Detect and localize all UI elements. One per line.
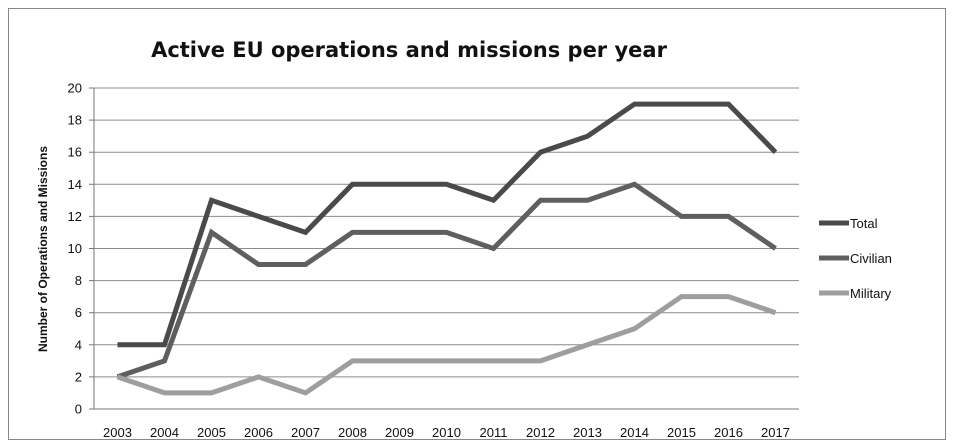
data-point-total-2013 [585,134,590,139]
data-point-civilian-2014 [632,182,637,187]
y-tick-label-6: 6 [75,305,82,320]
line-chart: Active EU operations and missions per ye… [36,38,892,440]
x-tick-label-2012: 2012 [526,425,555,440]
data-point-military-2004 [162,390,167,395]
data-point-civilian-2008 [350,230,355,235]
data-point-total-2011 [491,198,496,203]
x-tick-label-2005: 2005 [197,425,226,440]
y-tick-label-18: 18 [68,113,82,128]
data-point-military-2012 [538,358,543,363]
data-point-civilian-2004 [162,358,167,363]
x-tick-label-2017: 2017 [761,425,790,440]
y-axis-label: Number of Operations and Missions [36,146,50,352]
legend-label-civilian: Civilian [850,251,892,266]
y-tick-label-14: 14 [68,177,82,192]
data-point-military-2003 [115,374,120,379]
legend: Total Civilian Military [819,216,892,301]
data-point-military-2010 [444,358,449,363]
data-point-total-2004 [162,342,167,347]
x-tick-label-2010: 2010 [432,425,461,440]
x-tick-label-2011: 2011 [480,425,508,440]
data-point-military-2013 [585,342,590,347]
data-point-civilian-2016 [726,214,731,219]
data-point-civilian-2007 [303,262,308,267]
data-point-total-2010 [444,182,449,187]
x-tick-label-2008: 2008 [338,425,367,440]
y-tick-label-4: 4 [75,337,82,352]
chart-frame: Active EU operations and missions per ye… [8,8,946,440]
data-point-military-2006 [256,374,261,379]
data-point-civilian-2015 [679,214,684,219]
x-tick-label-2013: 2013 [573,425,602,440]
x-tick-label-2003: 2003 [103,425,132,440]
data-point-total-2009 [397,182,402,187]
series-line-total [117,101,778,348]
x-tick-label-2015: 2015 [667,425,696,440]
data-point-civilian-2009 [397,230,402,235]
y-tick-label-12: 12 [68,209,82,224]
y-tick-label-2: 2 [75,369,82,384]
data-point-military-2015 [679,294,684,299]
legend-label-total: Total [850,216,878,231]
legend-label-military: Military [850,286,892,301]
x-tick-label-2016: 2016 [714,425,743,440]
data-point-total-2017 [773,150,778,155]
series-lines [115,101,778,396]
y-tick-label-10: 10 [68,241,82,256]
gridlines [94,87,799,378]
data-point-total-2003 [115,342,120,347]
x-tick-label-2009: 2009 [385,425,414,440]
data-point-total-2005 [209,198,214,203]
data-point-military-2007 [303,390,308,395]
data-point-total-2015 [679,102,684,107]
data-point-military-2016 [726,294,731,299]
data-point-total-2012 [538,150,543,155]
y-tick-label-8: 8 [75,273,82,288]
data-point-military-2014 [632,326,637,331]
chart-title: Active EU operations and missions per ye… [151,38,668,62]
x-tick-label-2014: 2014 [620,425,649,440]
series-line-military [116,294,777,396]
data-point-military-2011 [491,358,496,363]
data-point-total-2008 [350,182,355,187]
data-point-military-2005 [209,390,214,395]
data-point-military-2008 [350,358,355,363]
data-point-civilian-2017 [773,246,778,251]
x-tick-label-2004: 2004 [150,425,179,440]
y-tick-label-0: 0 [75,402,82,417]
data-point-civilian-2010 [444,230,449,235]
data-point-civilian-2006 [256,262,261,267]
x-tick-label-2006: 2006 [244,425,273,440]
x-tick-label-2007: 2007 [291,425,320,440]
data-point-total-2014 [632,102,637,107]
data-point-military-2017 [773,310,778,315]
data-point-civilian-2012 [538,198,543,203]
data-point-total-2007 [303,230,308,235]
data-point-civilian-2013 [585,198,590,203]
data-point-civilian-2005 [209,230,214,235]
data-point-military-2009 [397,358,402,363]
data-point-civilian-2011 [491,246,496,251]
data-point-total-2006 [256,214,261,219]
series-line-civilian [116,181,777,380]
y-tick-label-20: 20 [68,81,82,96]
data-point-total-2016 [726,102,731,107]
y-tick-label-16: 16 [68,145,82,160]
axes: 0 2 4 6 8 10 12 14 16 18 20 2003 2004 2005 2006 2007 200… [68,81,799,440]
